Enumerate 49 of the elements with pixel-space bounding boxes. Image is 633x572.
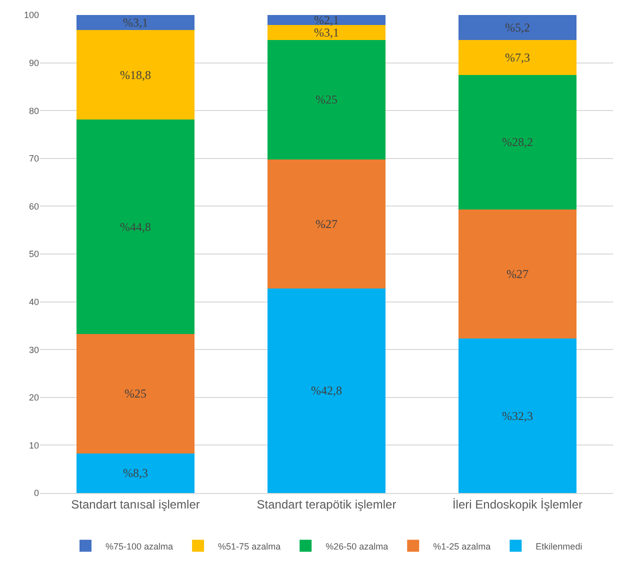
bar (267, 25, 386, 40)
data-label: %7,3 (505, 50, 530, 64)
data-label: %27 (506, 267, 528, 282)
y-tick-label: 90 (28, 58, 39, 68)
y-tick-label: 10 (28, 440, 39, 450)
data-label: %25 (124, 386, 146, 401)
data-label: %28,2 (502, 135, 533, 150)
data-label: %2,1 (314, 13, 339, 28)
bar (458, 15, 577, 40)
y-tick-label: 80 (28, 106, 39, 116)
bar (458, 40, 577, 75)
bar (458, 338, 577, 493)
bar (76, 15, 195, 30)
legend-label: %75-100 azalma (106, 541, 174, 552)
y-tick-label: 20 (28, 392, 39, 403)
y-tick-label: 70 (28, 154, 39, 164)
data-label: %8,3 (123, 466, 148, 480)
bar (76, 453, 195, 493)
y-tick-label: 0 (34, 488, 39, 498)
data-label: %42,8 (311, 384, 342, 398)
data-label: %3,1 (314, 25, 339, 40)
data-label: %3,1 (123, 15, 148, 30)
bar (267, 288, 386, 493)
bar (458, 74, 577, 210)
bar (267, 15, 386, 26)
bar (267, 40, 386, 160)
x-tick-label: Standart terapötik işlemler (256, 497, 396, 512)
x-tick-label: Standart tanısal işlemler (71, 497, 200, 512)
data-label: %44,8 (120, 220, 151, 234)
y-tick-label: 40 (28, 296, 39, 307)
y-tick-label: 60 (28, 201, 39, 212)
y-tick-label: 100 (24, 10, 39, 20)
data-label: %32,3 (502, 408, 533, 423)
data-label: %18,8 (120, 68, 151, 82)
bar (76, 120, 195, 334)
data-label: %5,2 (505, 20, 530, 34)
bar (76, 30, 195, 120)
legend-label: Etkilenmedi (536, 541, 582, 552)
x-tick-label: İleri Endoskopik İşlemler (452, 497, 583, 512)
data-label: %27 (316, 216, 338, 231)
bar (76, 334, 195, 454)
data-label: %25 (316, 92, 338, 107)
y-tick-label: 30 (28, 344, 39, 355)
legend-label: %51-75 azalma (218, 541, 281, 552)
y-tick-label: 50 (28, 249, 39, 260)
legend-label: %1-25 azalma (433, 541, 491, 552)
bar (267, 159, 386, 288)
legend-label: %26-50 azalma (326, 541, 388, 552)
bar (458, 210, 577, 339)
